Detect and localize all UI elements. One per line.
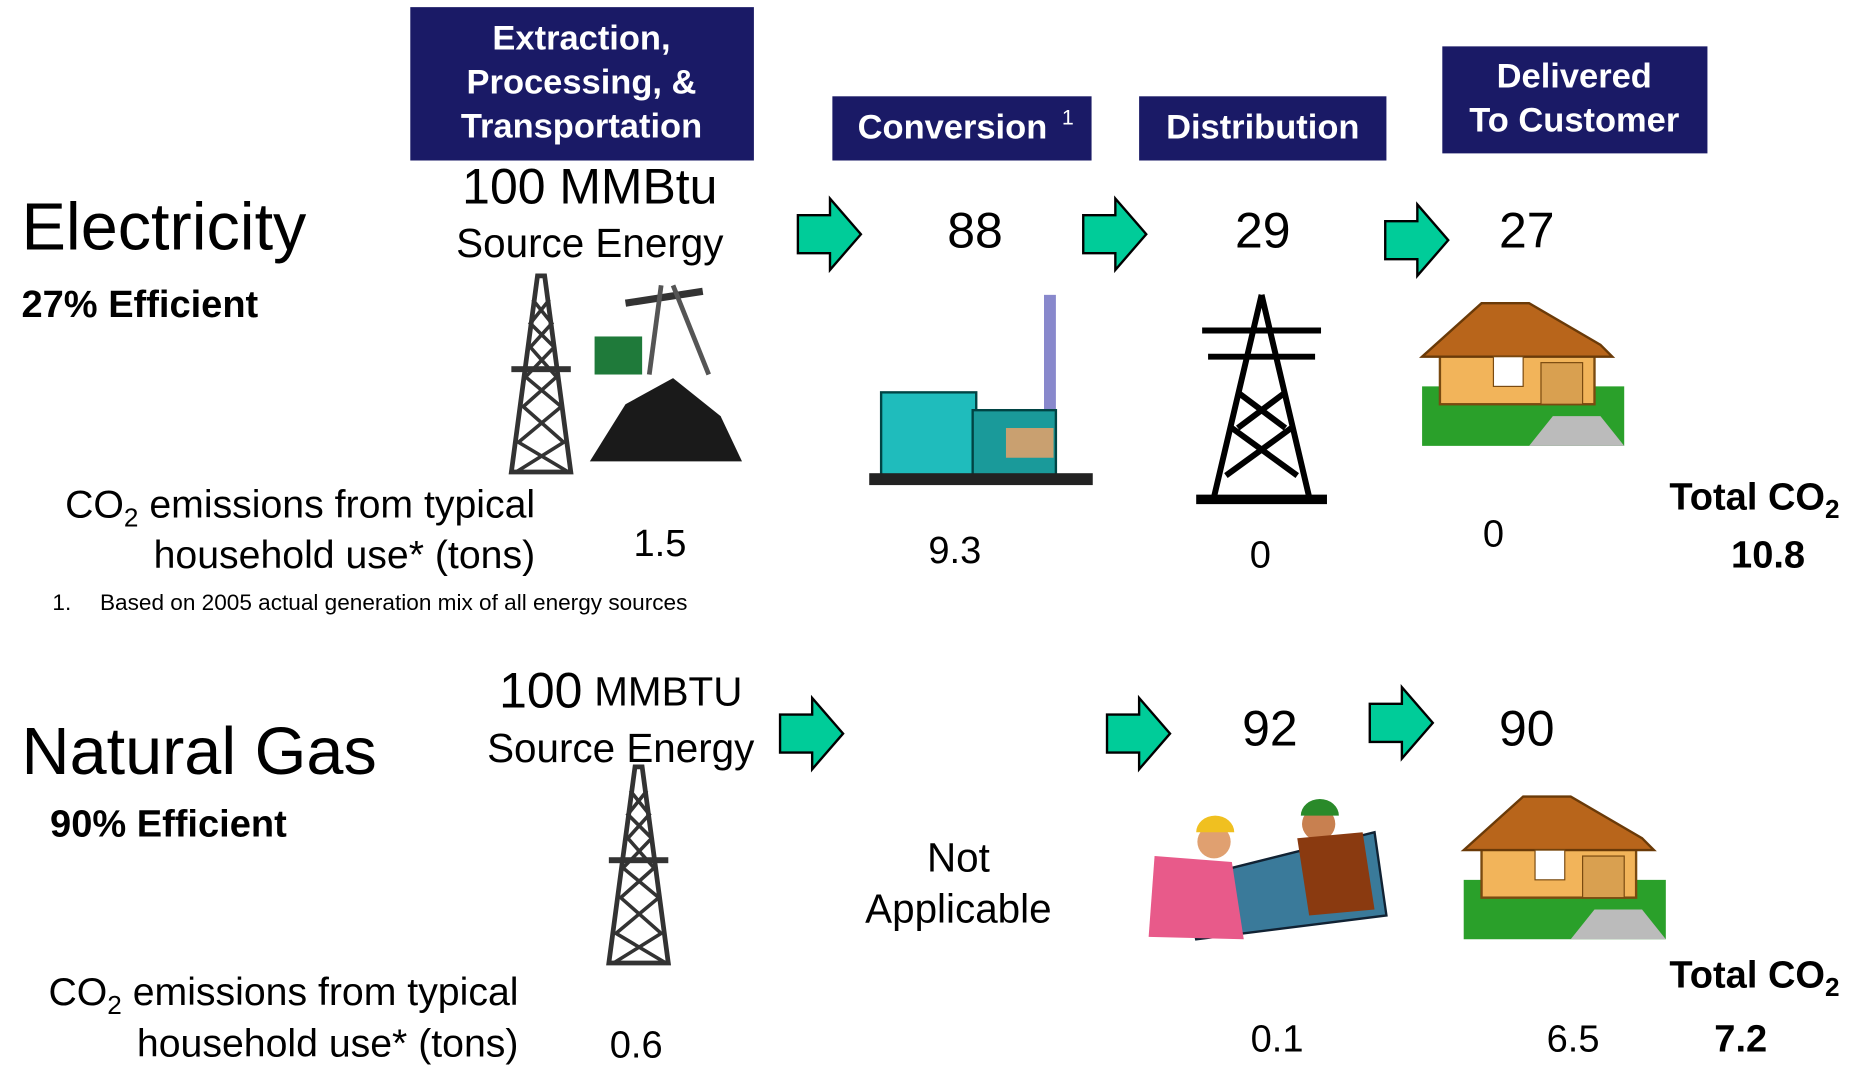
header-text: Transportation	[461, 108, 702, 146]
arrow	[1083, 199, 1146, 270]
energy-value: 92	[1242, 701, 1298, 757]
emissions-value: 0	[1250, 535, 1271, 577]
footnote-number: 1.	[52, 590, 71, 615]
efficiency: 90% Efficient	[50, 803, 287, 845]
subscript: 2	[1825, 972, 1840, 1002]
label-part: emissions from typical	[138, 483, 535, 527]
not-applicable: Not	[927, 834, 990, 880]
arrow	[1370, 687, 1433, 758]
source-amount: 100 MMBtu	[462, 158, 717, 214]
header-text: Delivered	[1497, 58, 1652, 96]
label-part: CO	[65, 483, 124, 527]
subscript: 2	[124, 502, 139, 532]
emissions-label: household use* (tons)	[154, 533, 536, 577]
row-title: Natural Gas	[22, 715, 377, 789]
power-plant-icon	[869, 295, 1093, 485]
label-part: CO	[48, 971, 107, 1015]
pump-coal-icon	[590, 285, 742, 461]
house-icon	[1464, 797, 1666, 940]
pipeline-workers-icon	[1149, 799, 1387, 939]
arrow	[798, 199, 861, 270]
energy-value: 90	[1499, 701, 1555, 757]
energy-value: 88	[947, 202, 1003, 258]
emissions-label: CO2 emissions from typical	[48, 971, 518, 1020]
page: { "headers": [ {"lines": ["Extraction,",…	[0, 0, 1874, 1076]
row-title: Electricity	[22, 190, 308, 264]
emissions-value: 1.5	[634, 523, 687, 565]
not-applicable: Applicable	[865, 886, 1051, 932]
derrick-icon	[511, 276, 570, 472]
footnote-mark: 1	[1062, 106, 1074, 130]
total-label: Total CO2	[1669, 476, 1839, 524]
label-part: Total CO	[1669, 954, 1825, 996]
total-label: Total CO2	[1669, 954, 1839, 1002]
transmission-tower-icon	[1196, 295, 1327, 499]
body: Extraction, Processing, & Transportation…	[0, 0, 1874, 1076]
house-icon	[1422, 303, 1624, 446]
emissions-value: 0	[1483, 513, 1504, 555]
energy-value: 29	[1235, 202, 1291, 258]
source-label: Source Energy	[456, 220, 724, 266]
total-value: 10.8	[1731, 535, 1805, 577]
energy-value: 27	[1499, 202, 1555, 258]
header-text: To Customer	[1469, 102, 1679, 140]
label-part: Total CO	[1669, 476, 1825, 518]
header-text: Conversion	[858, 109, 1048, 147]
emissions-value: 6.5	[1547, 1019, 1600, 1061]
arrow	[1385, 204, 1448, 275]
diagram: Extraction, Processing, & Transportation…	[0, 0, 1874, 1076]
label-part: emissions from typical	[122, 971, 519, 1015]
header-text: Distribution	[1166, 109, 1359, 147]
emissions-value: 0.1	[1251, 1019, 1304, 1061]
source-label: Source Energy	[487, 725, 755, 771]
emissions-value: 9.3	[928, 530, 981, 572]
subscript: 2	[107, 990, 122, 1020]
emissions-label: household use* (tons)	[137, 1022, 519, 1066]
amount: 100	[499, 663, 582, 719]
subscript: 2	[1825, 494, 1840, 524]
total-value: 7.2	[1714, 1019, 1767, 1061]
header-text: Extraction,	[492, 20, 670, 58]
source-amount: 100 MMBTU	[499, 663, 742, 719]
arrow	[780, 698, 843, 769]
footnote-text: Based on 2005 actual generation mix of a…	[100, 590, 687, 615]
emissions-value: 0.6	[610, 1025, 663, 1067]
derrick-icon	[609, 767, 668, 963]
header-text: Processing, &	[467, 64, 697, 102]
emissions-label: CO2 emissions from typical	[65, 483, 535, 532]
efficiency: 27% Efficient	[22, 284, 259, 326]
arrow	[1107, 698, 1170, 769]
unit: MMBTU	[594, 668, 742, 714]
